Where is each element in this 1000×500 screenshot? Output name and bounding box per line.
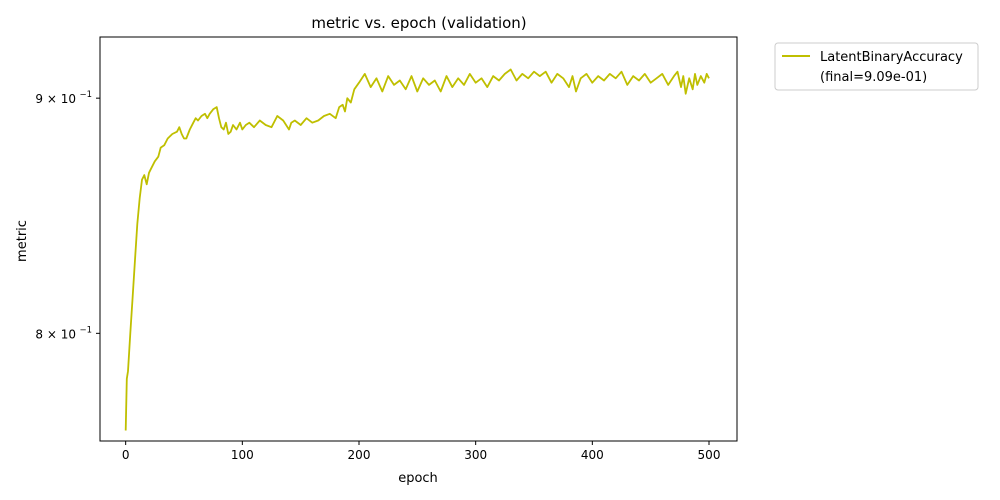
series-layer: [124, 68, 710, 431]
legend: LatentBinaryAccuracy (final=9.09e-01): [774, 42, 979, 91]
x-tick-label: 400: [581, 448, 604, 462]
x-tick-label: 200: [348, 448, 371, 462]
x-axis-label: epoch: [398, 471, 438, 486]
y-axis-label: metric: [15, 220, 30, 262]
x-tick-label: 500: [698, 448, 721, 462]
legend-note-final: (final=9.09e-01): [820, 70, 927, 85]
y-tick-label: 8 × 10: [35, 327, 76, 341]
x-tick-label: 0: [122, 448, 130, 462]
plot-frame: [99, 36, 738, 442]
plot-area: [100, 37, 737, 441]
y-tick-exponent: −1: [79, 90, 92, 100]
x-tick-label: 100: [231, 448, 254, 462]
x-tick-label: 300: [464, 448, 487, 462]
y-axis: 8 × 10 −19 × 10 −1: [35, 90, 100, 341]
chart-title: metric vs. epoch (validation): [311, 14, 526, 32]
y-tick-label: 9 × 10: [35, 92, 76, 106]
legend-label-latentbinaryaccuracy: LatentBinaryAccuracy: [820, 50, 963, 65]
series-line-latentbinaryaccuracy: [124, 68, 710, 431]
x-axis: 0 100 200 300 400 500: [122, 441, 721, 462]
legend-box: [774, 42, 979, 91]
y-tick-exponent: −1: [79, 325, 92, 335]
